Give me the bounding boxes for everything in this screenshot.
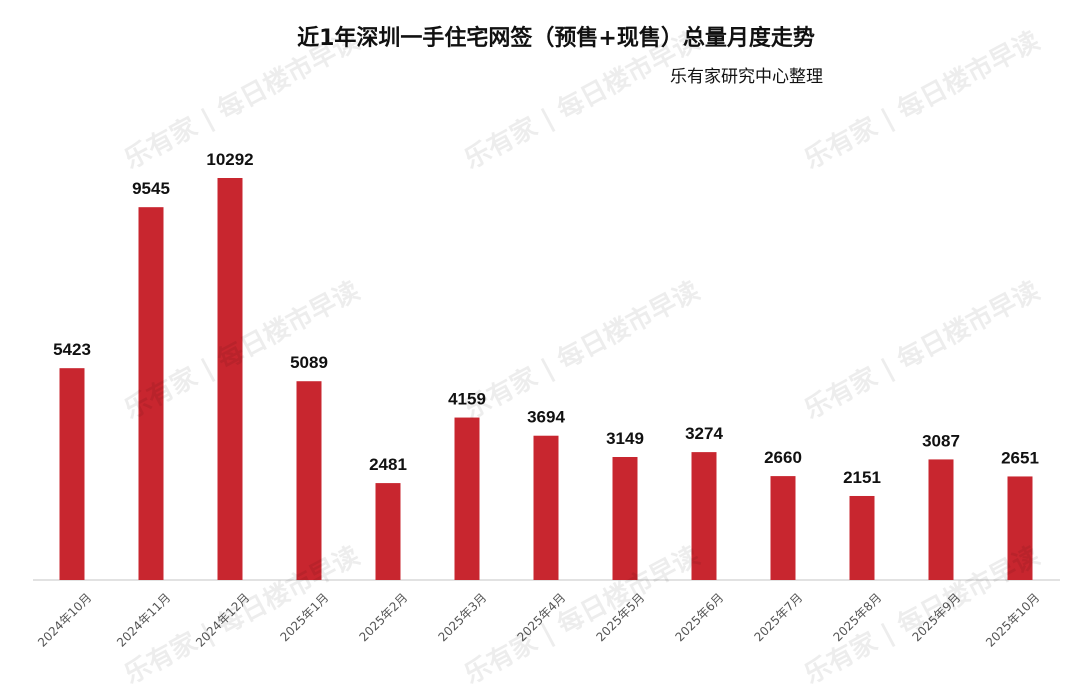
value-label-5: 2481 <box>369 455 407 474</box>
value-label-4: 5089 <box>290 353 328 372</box>
bar-2 <box>138 207 164 580</box>
value-label-3: 10292 <box>206 150 253 169</box>
x-tick-labels-group: 2024年10月 2024年11月 2024年12月 2025年1月 2025年2月 20… <box>35 590 1042 649</box>
x-tick-label-13: 2025年10月 <box>983 590 1042 649</box>
value-label-12: 3087 <box>922 431 960 450</box>
bars-group <box>59 178 1033 580</box>
bar-6 <box>454 417 480 580</box>
x-tick-label-12: 2025年9月 <box>909 590 963 644</box>
x-tick-label-1: 2024年10月 <box>35 590 94 649</box>
bar-10 <box>770 476 796 580</box>
x-tick-label-7: 2025年4月 <box>514 590 568 644</box>
value-label-7: 3694 <box>527 408 565 427</box>
bar-11 <box>849 495 875 580</box>
x-tick-label-8: 2025年5月 <box>593 590 647 644</box>
value-label-9: 3274 <box>685 424 723 443</box>
bar-8 <box>612 457 638 580</box>
value-labels-group: 5423 9545 10292 5089 2481 4159 3694 3149 3274 266… <box>53 150 1039 487</box>
chart-subtitle: 乐有家研究中心整理 <box>670 67 823 87</box>
bar-5 <box>375 483 401 580</box>
chart-title: 近1年深圳一手住宅网签（预售+现售）总量月度走势 <box>297 26 815 51</box>
value-label-13: 2651 <box>1001 448 1039 467</box>
bar-13 <box>1007 476 1033 580</box>
x-tick-label-11: 2025年8月 <box>830 590 884 644</box>
value-label-2: 9545 <box>132 179 170 198</box>
bar-1 <box>59 368 85 580</box>
bar-4 <box>296 381 322 580</box>
bar-12 <box>928 459 954 580</box>
x-tick-label-6: 2025年3月 <box>435 590 489 644</box>
x-tick-label-4: 2025年1月 <box>277 590 331 644</box>
bar-7 <box>533 435 559 580</box>
value-label-6: 4159 <box>448 390 486 409</box>
value-label-8: 3149 <box>606 429 644 448</box>
x-tick-label-5: 2025年2月 <box>356 590 410 644</box>
x-tick-label-3: 2024年12月 <box>193 590 252 649</box>
bar-9 <box>691 452 717 580</box>
bar-3 <box>217 178 243 580</box>
value-label-11: 2151 <box>843 468 881 487</box>
x-tick-label-10: 2025年7月 <box>751 590 805 644</box>
value-label-1: 5423 <box>53 340 91 359</box>
value-label-10: 2660 <box>764 448 802 467</box>
x-tick-label-2: 2024年11月 <box>114 590 173 649</box>
x-tick-label-9: 2025年6月 <box>672 590 726 644</box>
bar-chart: 5423 9545 10292 5089 2481 4159 3694 3149 3274 266… <box>33 150 1060 650</box>
